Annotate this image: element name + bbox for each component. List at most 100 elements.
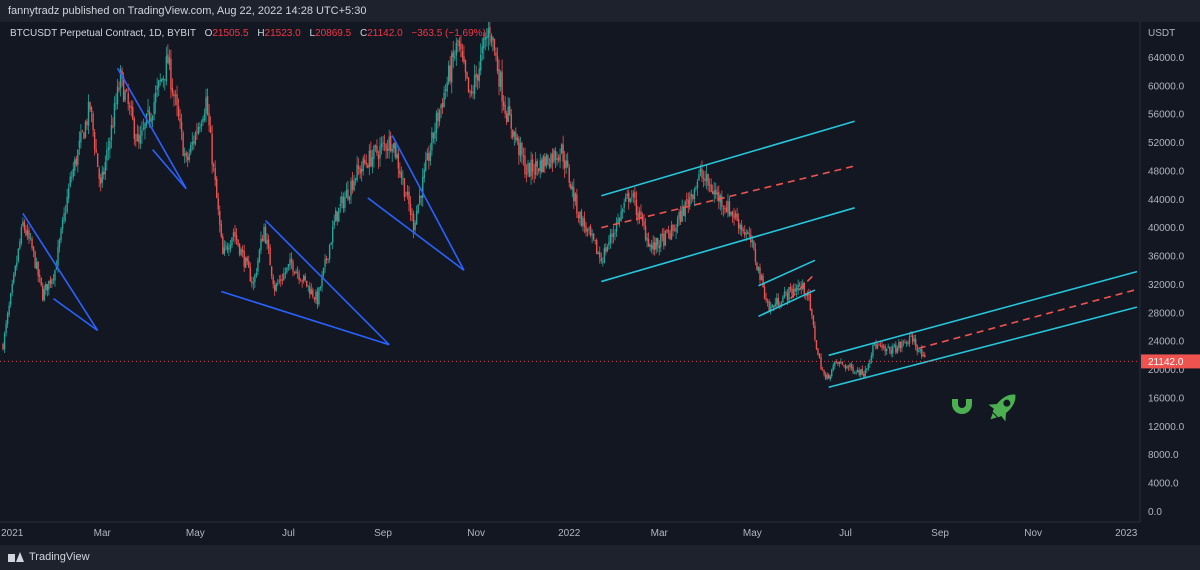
- candle-body: [156, 86, 158, 91]
- chart-area[interactable]: USDT 0.0 4000.0 8000.0 12000.0 16000.0 20000.0…: [0, 14, 1200, 542]
- candle-body: [362, 158, 364, 171]
- candle-body: [89, 102, 91, 110]
- candle-body: [603, 248, 606, 263]
- candle-body: [193, 141, 195, 144]
- candle-body: [834, 361, 836, 366]
- candle-body: [707, 173, 709, 186]
- candle-body: [881, 345, 883, 348]
- candle-body: [853, 372, 856, 374]
- candle-body: [463, 56, 465, 62]
- candle-body: [28, 230, 30, 239]
- candle-body: [2, 343, 4, 350]
- candle-body: [115, 103, 117, 105]
- magnet-shape: [952, 396, 972, 414]
- candle-body: [878, 344, 880, 346]
- candle-body: [567, 160, 569, 167]
- candle-body: [872, 344, 874, 356]
- magnet-gap: [966, 396, 972, 399]
- candle-body: [447, 65, 450, 83]
- candle-body: [702, 177, 705, 179]
- candle-body: [216, 178, 218, 198]
- wedge-lower-line: [221, 290, 390, 346]
- legend-close-value: 21142.0: [367, 28, 403, 39]
- y-tick-label: 36000.0: [1148, 252, 1185, 263]
- candle-body: [580, 211, 583, 227]
- candle-body: [20, 227, 23, 244]
- candle-body: [324, 259, 326, 268]
- candle-body: [924, 354, 926, 358]
- candle-body: [844, 365, 847, 369]
- candle-body: [690, 193, 693, 197]
- candle-body: [829, 375, 831, 380]
- candle-body: [153, 102, 155, 115]
- candle-body: [869, 360, 871, 364]
- y-tick-label: 16000.0: [1148, 393, 1185, 404]
- wedge-lower-line: [52, 297, 99, 332]
- candle-body: [728, 201, 731, 216]
- candle-body: [63, 213, 65, 221]
- candle-body: [531, 159, 534, 172]
- candle-body: [406, 191, 409, 196]
- candle-body: [852, 366, 854, 373]
- candle-body: [353, 180, 355, 191]
- candle-body: [116, 86, 119, 105]
- candle-body: [112, 126, 114, 128]
- candle-body: [501, 71, 503, 102]
- candle-body: [266, 239, 268, 245]
- candle-body: [234, 231, 236, 237]
- candle-body: [551, 153, 554, 163]
- candle-body: [31, 238, 33, 248]
- candle-body: [272, 276, 274, 285]
- candle-body: [527, 162, 529, 173]
- candle-body: [661, 234, 664, 236]
- candle-body: [289, 259, 291, 266]
- candle-body: [440, 104, 442, 109]
- candle-body: [277, 282, 279, 284]
- candle-body: [803, 282, 805, 294]
- candle-body: [875, 343, 877, 349]
- y-tick-label: 32000.0: [1148, 280, 1185, 291]
- x-tick-label: May: [743, 528, 762, 539]
- candle-body: [863, 373, 865, 377]
- candle-body: [415, 211, 418, 225]
- candle-body: [443, 92, 445, 108]
- candle-body: [650, 245, 653, 249]
- candle-body: [507, 106, 509, 122]
- candle-body: [16, 262, 18, 267]
- candle-body: [649, 244, 651, 247]
- candle-body: [658, 245, 660, 248]
- candle-body: [618, 218, 621, 222]
- candle-body: [139, 135, 142, 144]
- candle-body: [533, 173, 535, 174]
- candle-body: [165, 56, 168, 82]
- candle-body: [179, 118, 181, 122]
- candle-body: [144, 123, 146, 130]
- candle-body: [898, 342, 900, 349]
- candle-body: [539, 160, 541, 172]
- candle-body: [354, 178, 357, 181]
- price-chart[interactable]: USDT 0.0 4000.0 8000.0 12000.0 16000.0 20000.0…: [0, 14, 1200, 542]
- candle-body: [492, 36, 494, 41]
- legend-low-value: 20869.5: [315, 28, 352, 39]
- candle-body: [328, 244, 331, 259]
- candle-body: [889, 347, 891, 350]
- tradingview-logo[interactable]: TradingView: [8, 551, 90, 563]
- candle-body: [722, 208, 725, 210]
- candle-body: [3, 333, 6, 350]
- tradingview-logo-icon: [8, 552, 24, 562]
- candle-body: [724, 207, 726, 209]
- candle-body: [142, 127, 145, 129]
- candle-body: [338, 207, 340, 222]
- candle-body: [452, 51, 454, 58]
- candle-body: [344, 197, 346, 208]
- candle-body: [698, 173, 700, 181]
- candle-body: [617, 218, 619, 223]
- candle-body: [119, 69, 122, 89]
- candle-body: [235, 235, 238, 240]
- candle-body: [673, 230, 676, 232]
- candle-body: [730, 211, 732, 216]
- candle-body: [608, 241, 610, 246]
- y-tick-label: 60000.0: [1148, 81, 1185, 92]
- candle-body: [161, 79, 163, 82]
- candle-body: [132, 107, 134, 120]
